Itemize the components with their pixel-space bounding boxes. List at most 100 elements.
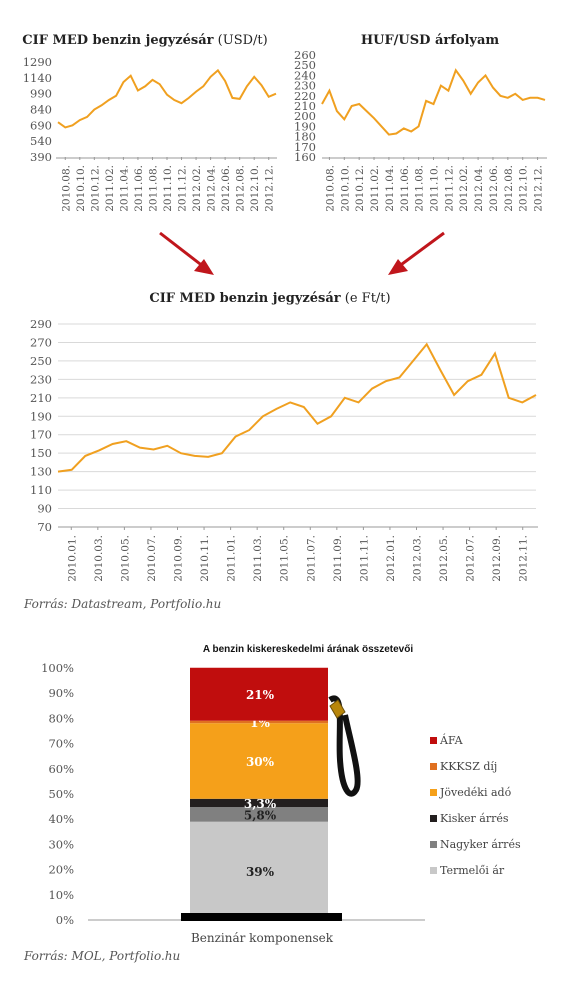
y-tick-label: 10% — [48, 888, 74, 902]
x-tick-marks — [70, 527, 524, 530]
x-tick-labels: 2010.01. 2010.03. 2010.05. 2010.07. 2010.09.… — [66, 535, 529, 582]
legend: ÁFA KKKSZ díj Jövedéki adó Kisker árrés Nagy… — [430, 733, 521, 877]
y-tick-label: 20% — [48, 863, 74, 877]
x-tick-label: 2010.10. — [75, 165, 87, 212]
x-tick-marks — [64, 157, 270, 160]
bar-segment — [190, 798, 328, 808]
y-tick-label: 150 — [30, 446, 52, 460]
x-tick-label: 2010.09. — [173, 535, 185, 582]
chart-title: A benzin kiskereskedelmi árának összetev… — [203, 644, 414, 655]
arrow-left-head — [194, 259, 214, 275]
y-tick-label: 180 — [294, 130, 316, 144]
x-tick-label: 2012.03. — [412, 535, 424, 582]
bar-segment — [190, 667, 328, 721]
x-tick-label: 2011.12. — [177, 165, 189, 212]
x-tick-label: 2012.04. — [473, 165, 485, 212]
y-tick-label: 60% — [48, 762, 74, 776]
x-tick-label: 2011.01. — [226, 535, 238, 582]
y-tick-label: 0% — [56, 913, 74, 927]
y-tick-label: 840 — [30, 103, 52, 117]
x-tick-label: 2011.10. — [429, 165, 441, 212]
y-tick-label: 390 — [30, 150, 52, 164]
x-tick-label: 2010.08. — [60, 165, 72, 212]
x-tick-label: 2012.01. — [385, 535, 397, 582]
y-tick-label: 260 — [294, 48, 316, 62]
y-tick-label: 170 — [30, 428, 52, 442]
x-tick-label: 2012.08. — [503, 165, 515, 212]
chart-cif-usd: CIF MED benzin jegyzésár (USD/t) 390 540 6… — [22, 33, 277, 212]
y-tick-label: 1140 — [23, 71, 52, 85]
x-tick-label: 2012.02. — [191, 165, 203, 212]
y-tick-label: 170 — [294, 140, 316, 154]
x-tick-label: 2012.12. — [264, 165, 276, 212]
legend-swatch — [430, 815, 437, 822]
bar-segment — [190, 821, 328, 920]
x-tick-label: 2012.09. — [491, 535, 503, 582]
y-tick-labels: 0% 10% 20% 30% 40% 50% 60% 70% 80% 90% 100% — [41, 661, 74, 927]
x-tick-label: 2012.04. — [206, 165, 218, 212]
x-tick-label: 2012.02. — [458, 165, 470, 212]
x-tick-labels: 2010.08. 2010.10. 2010.12. 2011.02. 2011.04.… — [324, 165, 544, 212]
x-tick-label: 2011.02. — [104, 165, 116, 212]
x-tick-label: 2010.11. — [199, 535, 211, 582]
x-category-label: Benzinár komponensek — [191, 931, 334, 945]
x-tick-label: 2012.10. — [518, 165, 530, 212]
y-tick-label: 1290 — [23, 55, 52, 69]
arrow-right — [397, 231, 445, 269]
y-tick-label: 250 — [30, 354, 52, 368]
y-tick-label: 190 — [30, 409, 52, 423]
x-tick-label: 2011.04. — [384, 165, 396, 212]
y-tick-label: 290 — [30, 317, 52, 331]
x-tick-label: 2011.05. — [279, 535, 291, 582]
x-tick-label: 2011.06. — [133, 165, 145, 212]
y-tick-label: 50% — [48, 787, 74, 801]
legend-swatch — [430, 841, 437, 848]
y-tick-labels: 70 90 110 130 150 170 190 210 230 250 270 290 — [30, 317, 52, 534]
x-tick-label: 2012.12. — [533, 165, 545, 212]
legend-label: Jövedéki adó — [439, 786, 512, 799]
y-tick-label: 210 — [294, 99, 316, 113]
x-tick-label: 2010.12. — [354, 165, 366, 212]
x-tick-label: 2010.03. — [93, 535, 105, 582]
legend-label: Termelői ár — [440, 864, 505, 877]
y-tick-label: 80% — [48, 711, 74, 725]
x-tick-label: 2010.10. — [339, 165, 351, 212]
legend-label: Nagyker árrés — [440, 838, 521, 851]
pump-nozzle — [329, 699, 346, 719]
x-tick-label: 2010.05. — [119, 535, 131, 582]
series-line — [57, 342, 537, 473]
y-tick-label: 210 — [30, 391, 52, 405]
legend-label: Kisker árrés — [440, 812, 509, 825]
y-tick-label: 540 — [30, 134, 52, 148]
y-tick-label: 240 — [294, 68, 316, 82]
x-tick-label: 2012.11. — [518, 535, 530, 582]
legend-swatch — [430, 789, 437, 796]
bar-segment — [190, 807, 328, 822]
chart-title: CIF MED benzin jegyzésár (USD/t) — [22, 33, 267, 48]
legend-swatch — [430, 763, 437, 770]
source-note-bottom: Forrás: MOL, Portfolio.hu — [23, 949, 180, 963]
x-tick-label: 2010.01. — [66, 535, 78, 582]
arrow-right-head — [388, 259, 408, 275]
y-tick-label: 990 — [30, 87, 52, 101]
x-tick-label: 2011.12. — [443, 165, 455, 212]
y-tick-label: 30% — [48, 837, 74, 851]
x-tick-label: 2010.08. — [324, 165, 336, 212]
x-tick-marks — [328, 157, 539, 160]
gridlines — [58, 323, 536, 528]
x-tick-label: 2011.07. — [305, 535, 317, 582]
y-tick-label: 40% — [48, 812, 74, 826]
y-tick-label: 230 — [30, 372, 52, 386]
bar-value-label: 39% — [246, 865, 275, 879]
legend-swatch — [430, 737, 437, 744]
y-tick-label: 70 — [37, 520, 52, 534]
x-tick-label: 2012.07. — [465, 535, 477, 582]
source-note-top: Forrás: Datastream, Portfolio.hu — [23, 597, 221, 611]
chart-title: HUF/USD árfolyam — [361, 33, 500, 48]
x-tick-label: 2011.06. — [399, 165, 411, 212]
bar-segment — [190, 723, 328, 799]
x-tick-label: 2011.02. — [369, 165, 381, 212]
y-tick-label: 190 — [294, 119, 316, 133]
